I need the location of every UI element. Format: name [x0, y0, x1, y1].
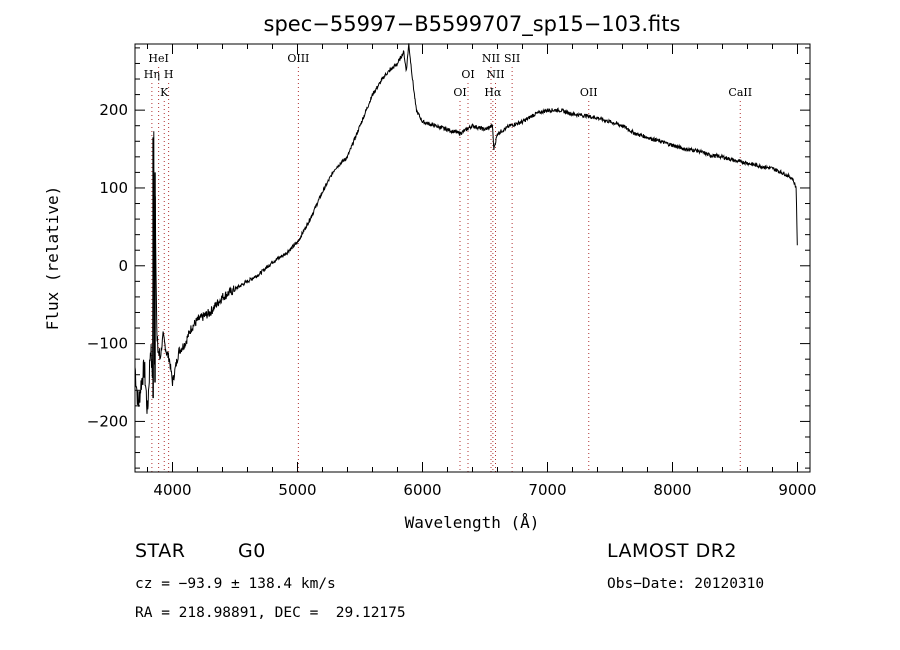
marker-label: NII [486, 68, 504, 81]
marker-label: K [160, 86, 169, 99]
spectrum-series [134, 43, 798, 414]
marker-label: NII [482, 52, 500, 65]
marker-label: Hα [484, 86, 502, 99]
y-tick-label: 100 [99, 179, 128, 197]
marker-label: Hη [144, 68, 160, 81]
x-tick-label: 9000 [778, 481, 816, 499]
y-axis-label: Flux (relative) [43, 186, 62, 331]
spectrum-line [134, 43, 798, 414]
redshift-cz: cz = −93.9 ± 138.4 km/s [135, 576, 336, 592]
survey-name: LAMOST DR2 [607, 540, 737, 562]
marker-label: CaII [728, 86, 752, 99]
chart-title: spec−55997−B5599707_sp15−103.fits [264, 12, 681, 37]
obs-date: Obs−Date: 20120310 [607, 576, 765, 592]
marker-label: OI [461, 68, 474, 81]
marker-label: OI [453, 86, 466, 99]
y-tick-label: 0 [118, 257, 128, 275]
x-axis-label: Wavelength (Å) [405, 513, 540, 532]
subclass: G0 [238, 540, 266, 562]
coordinates: RA = 218.98891, DEC = 29.12175 [135, 605, 406, 621]
object-class: STAR [135, 540, 186, 562]
x-tick-label: 7000 [528, 481, 566, 499]
y-tick-label: −200 [87, 412, 128, 430]
plot-frame [134, 43, 811, 473]
marker-label: OII [580, 86, 598, 99]
marker-label: SII [504, 52, 520, 65]
axes: 4000 5000 6000 7000 8000 9000 −200 −100 0 100 200 [87, 44, 817, 499]
x-tick-label: 6000 [403, 481, 441, 499]
y-tick-label: 200 [99, 101, 128, 119]
marker-label: OIII [287, 52, 309, 65]
x-tick-label: 4000 [153, 481, 191, 499]
marker-label: H [164, 68, 174, 81]
y-tick-label: −100 [87, 335, 128, 353]
marker-label: HeI [148, 52, 168, 65]
x-tick-label: 8000 [653, 481, 691, 499]
x-tick-label: 5000 [278, 481, 316, 499]
